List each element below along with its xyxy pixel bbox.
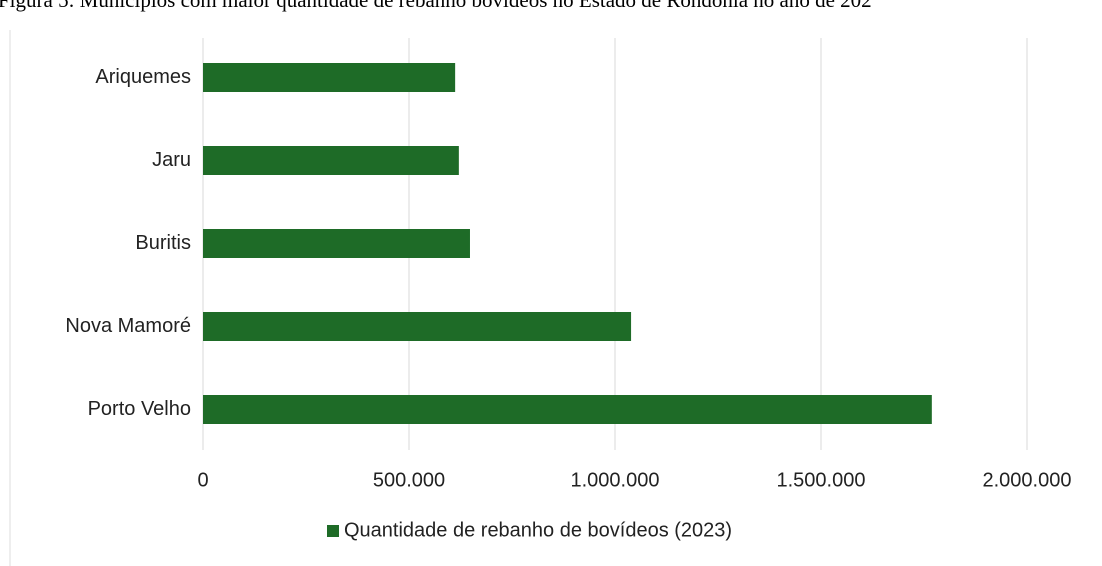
- x-tick-label: 2.000.000: [983, 469, 1072, 491]
- bar: [203, 63, 456, 92]
- bar: [203, 395, 932, 424]
- legend-swatch: [327, 525, 339, 537]
- y-tick-label: Ariquemes: [95, 66, 191, 88]
- legend-label: Quantidade de rebanho de bovídeos (2023): [344, 519, 732, 541]
- x-tick-label: 1.500.000: [777, 469, 866, 491]
- y-tick-label: Buritis: [135, 232, 191, 254]
- x-tick-label: 0: [197, 469, 208, 491]
- y-tick-label: Nova Mamoré: [65, 315, 191, 337]
- bar: [203, 146, 459, 175]
- x-tick-label: 1.000.000: [571, 469, 660, 491]
- x-tick-label: 500.000: [373, 469, 445, 491]
- bar: [203, 229, 470, 258]
- chart-title: Figura 5: Municípios com maior quantidad…: [0, 0, 872, 12]
- y-tick-label: Porto Velho: [88, 398, 191, 420]
- bar: [203, 312, 632, 341]
- y-tick-label: Jaru: [152, 149, 191, 171]
